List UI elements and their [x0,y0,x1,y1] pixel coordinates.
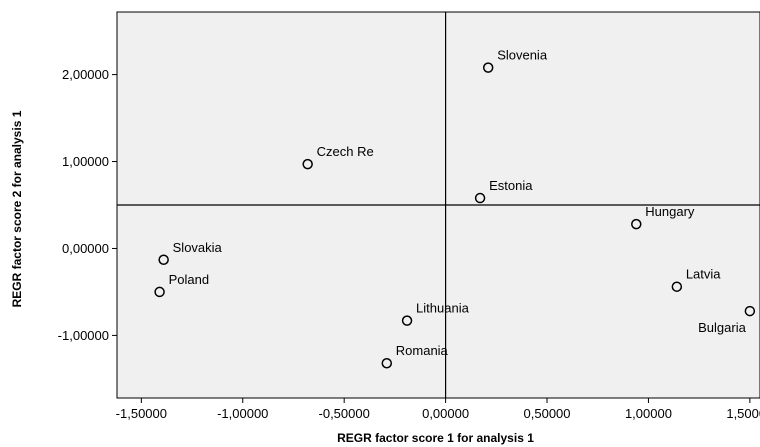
data-point [401,315,413,326]
y-tick-label: -1,00000 [58,328,109,343]
data-point [482,62,494,73]
x-axis: -1,50000 -1,00000 -0,50000 0,00000 0,50000 1,… [116,398,760,421]
data-point [381,357,393,369]
x-tick-label: 1,50000 [726,406,760,421]
reference-lines [117,12,760,398]
point-label: Lithuania [416,301,470,316]
y-tick-label: 2,00000 [62,67,109,82]
x-tick-label: 0,50000 [524,406,571,421]
x-axis-title: REGR factor score 1 for analysis 1 [337,431,534,445]
data-points: Slovenia Czech Re Estonia Hungary Slovakia Po… [154,48,756,369]
point-label: Romania [396,343,449,358]
point-label: Hungary [645,204,695,219]
x-tick-label: 1,00000 [625,406,672,421]
point-label: Slovakia [173,240,223,255]
x-tick-label: -0,50000 [319,406,370,421]
data-point [158,254,169,266]
point-label: Bulgaria [698,320,746,335]
data-point [154,286,165,298]
point-label: Czech Re [317,144,374,159]
point-label: Poland [169,272,209,287]
point-label: Latvia [686,267,721,282]
data-point [302,158,313,170]
y-tick-label: 1,00000 [62,154,109,169]
data-point [671,281,683,292]
data-point [474,192,486,204]
y-axis-title: REGR factor score 2 for analysis 1 [10,110,24,307]
y-tick-label: 0,00000 [62,241,109,256]
y-axis: 2,00000 1,00000 0,00000 -1,00000 [58,67,117,343]
point-label: Slovenia [497,48,548,63]
point-label: Estonia [489,178,533,193]
data-point [744,305,756,317]
x-tick-label: -1,50000 [116,406,167,421]
x-tick-label: 0,00000 [422,406,469,421]
data-point [631,218,642,230]
x-tick-label: -1,00000 [217,406,268,421]
